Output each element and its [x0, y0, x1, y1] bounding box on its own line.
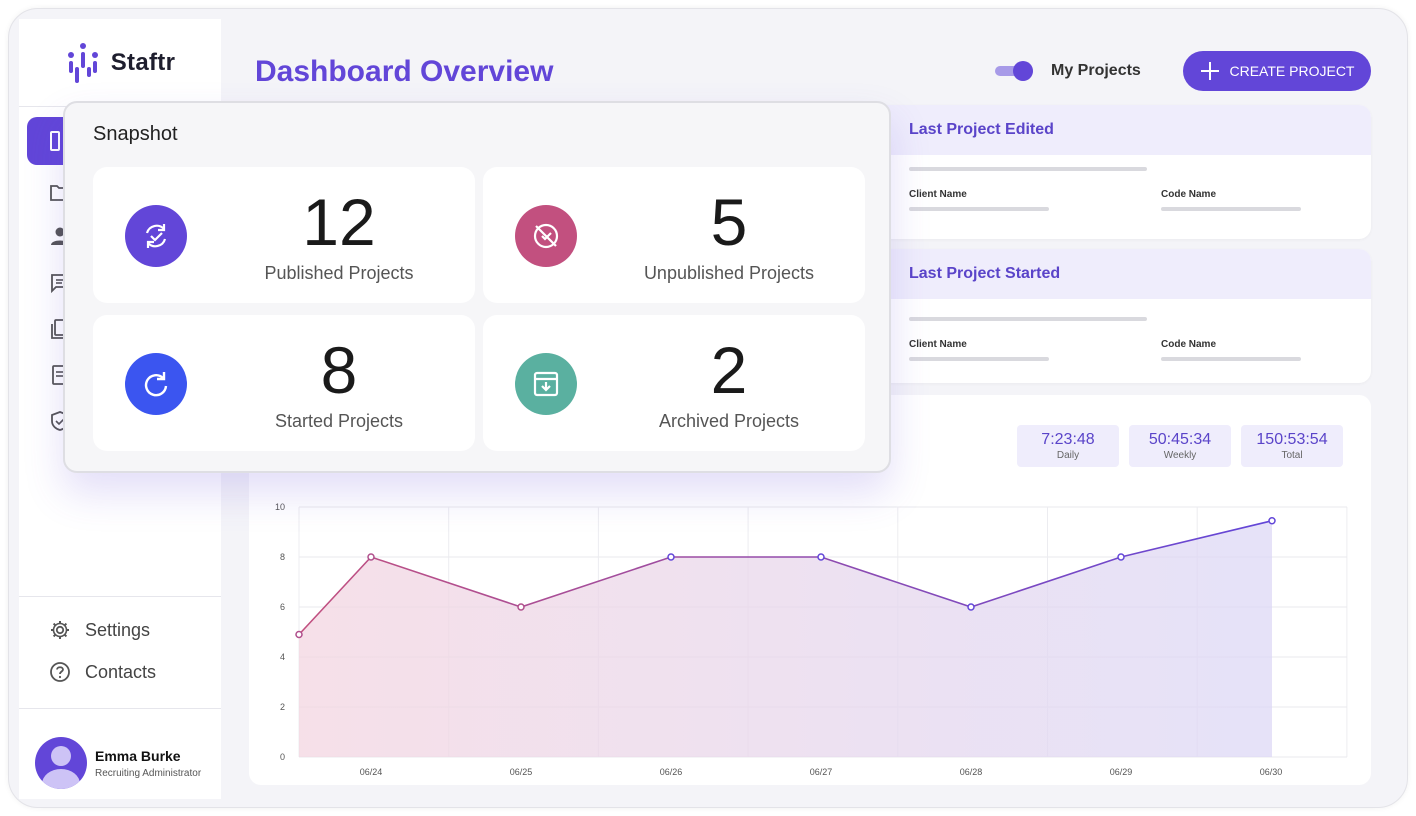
- x-tick-label: 06/25: [510, 767, 533, 777]
- stat-value: 8: [320, 333, 358, 407]
- contacts-link[interactable]: Contacts: [49, 661, 156, 683]
- my-projects-toggle[interactable]: [995, 61, 1033, 81]
- help-icon: [50, 662, 70, 682]
- stat-label: Published Projects: [264, 263, 414, 283]
- stat-value: 2: [710, 333, 748, 407]
- data-point[interactable]: [295, 630, 303, 639]
- stat-value: 5: [710, 185, 748, 259]
- app-name: Staftr: [110, 48, 176, 76]
- area-chart: 0 2 4 6 8 10 06/24 06/25 06/26 06/27 06/28 06/29 06/…: [275, 502, 1348, 777]
- create-project-label: CREATE PROJECT: [1229, 63, 1355, 79]
- user-name: Emma Burke: [95, 747, 181, 764]
- timer-label: Weekly: [1163, 450, 1197, 461]
- timer-label: Total: [1281, 450, 1303, 461]
- skeleton-line: [909, 167, 1147, 171]
- x-tick-label: 06/24: [360, 767, 383, 777]
- timer-value: 7:23:48: [1041, 431, 1095, 448]
- client-name-label: Client Name: [909, 339, 967, 350]
- y-tick-label: 8: [280, 552, 285, 562]
- data-point[interactable]: [817, 553, 825, 561]
- sidebar-divider: [19, 596, 221, 597]
- archive-icon: [515, 353, 577, 415]
- x-tick-label: 06/29: [1110, 767, 1133, 777]
- data-point[interactable]: [367, 553, 375, 561]
- last-edited-card[interactable]: Last Project Edited Client Name Code Nam…: [871, 105, 1371, 239]
- data-point[interactable]: [517, 603, 525, 611]
- user-role: Recruiting Administrator: [95, 767, 202, 779]
- sidebar-divider: [19, 708, 221, 709]
- daily-timer: 7:23:48 Daily: [1017, 425, 1119, 467]
- settings-label: Settings: [85, 619, 151, 640]
- logo[interactable]: Staftr: [19, 19, 221, 107]
- dashboard-icon: [50, 131, 60, 151]
- skeleton-line: [909, 317, 1147, 321]
- timer-value: 50:45:34: [1148, 431, 1212, 448]
- refresh-icon: [125, 353, 187, 415]
- x-tick-label: 06/27: [810, 767, 833, 777]
- settings-link[interactable]: Settings: [49, 619, 150, 641]
- card-title: Last Project Started: [871, 249, 1371, 299]
- unpublished-projects-stat[interactable]: 5 Unpublished Projects: [483, 167, 865, 303]
- total-timer: 150:53:54 Total: [1241, 425, 1343, 467]
- data-point[interactable]: [667, 553, 675, 561]
- y-tick-label: 4: [280, 652, 285, 662]
- gear-icon: [51, 621, 69, 639]
- data-point[interactable]: [1268, 517, 1276, 525]
- skeleton-line: [909, 207, 1049, 211]
- create-project-button[interactable]: CREATE PROJECT: [1183, 51, 1371, 91]
- unpublish-icon: [515, 205, 577, 267]
- refresh-check-icon: [125, 205, 187, 267]
- series-line: [298, 519, 1273, 636]
- snapshot-panel: Snapshot 12 Published Projects: [63, 101, 891, 473]
- user-profile[interactable]: Emma Burke Recruiting Administrator: [35, 737, 201, 789]
- skeleton-line: [909, 357, 1049, 361]
- y-tick-label: 2: [280, 702, 285, 712]
- y-tick-label: 0: [280, 752, 285, 762]
- data-point[interactable]: [1117, 553, 1125, 561]
- skeleton-line: [1161, 207, 1301, 211]
- code-name-label: Code Name: [1161, 339, 1217, 350]
- contacts-label: Contacts: [85, 661, 157, 682]
- timer-label: Daily: [1056, 450, 1080, 461]
- stat-label: Archived Projects: [658, 411, 800, 431]
- stat-label: Unpublished Projects: [643, 263, 815, 283]
- timer-value: 150:53:54: [1256, 431, 1328, 448]
- x-tick-label: 06/28: [960, 767, 983, 777]
- skeleton-line: [1161, 357, 1301, 361]
- toggle-label: My Projects: [1051, 62, 1141, 79]
- page-title: Dashboard Overview: [255, 55, 554, 88]
- code-name-label: Code Name: [1161, 189, 1217, 200]
- x-tick-label: 06/30: [1260, 767, 1283, 777]
- y-tick-label: 6: [280, 602, 285, 612]
- data-point[interactable]: [967, 603, 975, 611]
- staftr-logo-icon: [67, 42, 98, 83]
- app-frame: Staftr: [8, 8, 1408, 808]
- avatar: [35, 737, 87, 789]
- plus-icon: [1200, 62, 1219, 80]
- x-tick-label: 06/26: [660, 767, 683, 777]
- archived-projects-stat[interactable]: 2 Archived Projects: [483, 315, 865, 451]
- stat-value: 12: [302, 185, 376, 259]
- published-projects-stat[interactable]: 12 Published Projects: [93, 167, 475, 303]
- stat-label: Started Projects: [274, 411, 404, 431]
- card-title: Last Project Edited: [871, 105, 1371, 155]
- snapshot-title: Snapshot: [93, 123, 178, 145]
- started-projects-stat[interactable]: 8 Started Projects: [93, 315, 475, 451]
- area-fill: [299, 520, 1272, 757]
- client-name-label: Client Name: [909, 189, 967, 200]
- weekly-timer: 50:45:34 Weekly: [1129, 425, 1231, 467]
- last-started-card[interactable]: Last Project Started Client Name Code Na…: [871, 249, 1371, 383]
- y-tick-label: 10: [275, 502, 285, 512]
